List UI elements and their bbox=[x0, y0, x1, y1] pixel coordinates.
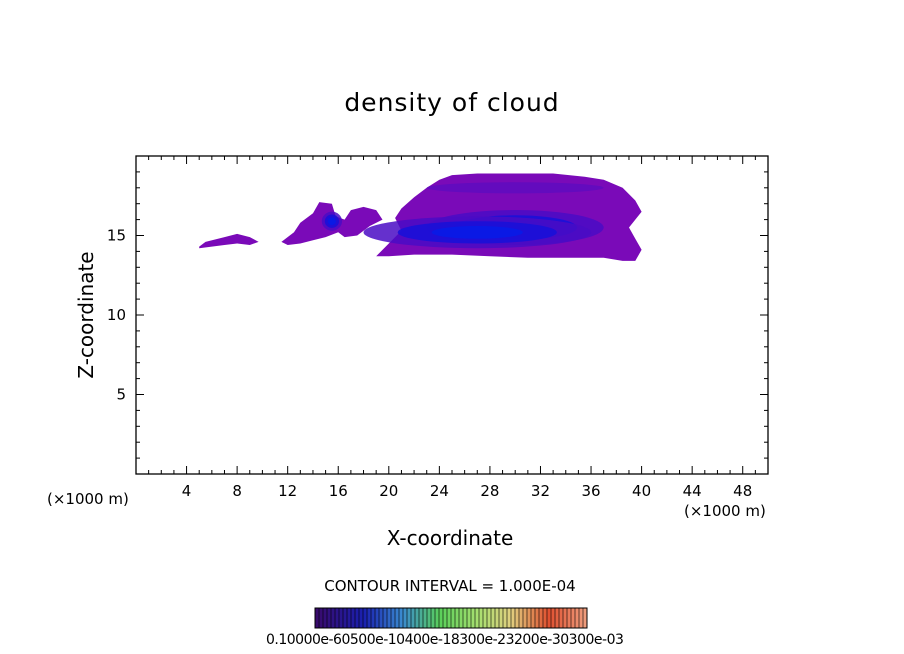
x-tick-label-8: 8 bbox=[232, 482, 242, 500]
x-tick-label-32: 32 bbox=[531, 482, 550, 500]
colorbar-tick-labels: 0.10000e-60500e-10400e-18300e-23200e-303… bbox=[266, 632, 624, 648]
x-tick-label-24: 24 bbox=[430, 482, 449, 500]
y-axis-label: Z-coordinate bbox=[74, 251, 98, 379]
colorbar-frame bbox=[314, 607, 588, 629]
x-unit-label-right: (×1000 m) bbox=[684, 502, 766, 520]
x-tick-label-12: 12 bbox=[278, 482, 297, 500]
x-tick-label-36: 36 bbox=[581, 482, 600, 500]
cloud-region-small-patch bbox=[199, 233, 259, 249]
x-tick-label-20: 20 bbox=[379, 482, 398, 500]
chart-title: density of cloud bbox=[344, 88, 560, 117]
x-axis-label: X-coordinate bbox=[386, 526, 514, 550]
x-tick-label-44: 44 bbox=[683, 482, 702, 500]
x-tick-label-16: 16 bbox=[329, 482, 348, 500]
cloud-upper-band bbox=[426, 182, 604, 194]
cloud-core-2-band-2 bbox=[327, 217, 336, 226]
contour-interval-text: CONTOUR INTERVAL = 1.000E-04 bbox=[324, 577, 576, 595]
x-tick-label-48: 48 bbox=[733, 482, 752, 500]
y-tick-label-5: 5 bbox=[116, 386, 126, 404]
y-tick-label-10: 10 bbox=[107, 306, 126, 324]
x-tick-label-40: 40 bbox=[632, 482, 651, 500]
cloud-core-1-band-2 bbox=[431, 225, 523, 239]
colorbar bbox=[314, 607, 588, 629]
x-tick-label-28: 28 bbox=[480, 482, 499, 500]
x-unit-label-left: (×1000 m) bbox=[47, 490, 129, 508]
x-tick-label-4: 4 bbox=[182, 482, 192, 500]
y-tick-label-15: 15 bbox=[107, 227, 126, 245]
cloud-density-field bbox=[199, 173, 642, 261]
